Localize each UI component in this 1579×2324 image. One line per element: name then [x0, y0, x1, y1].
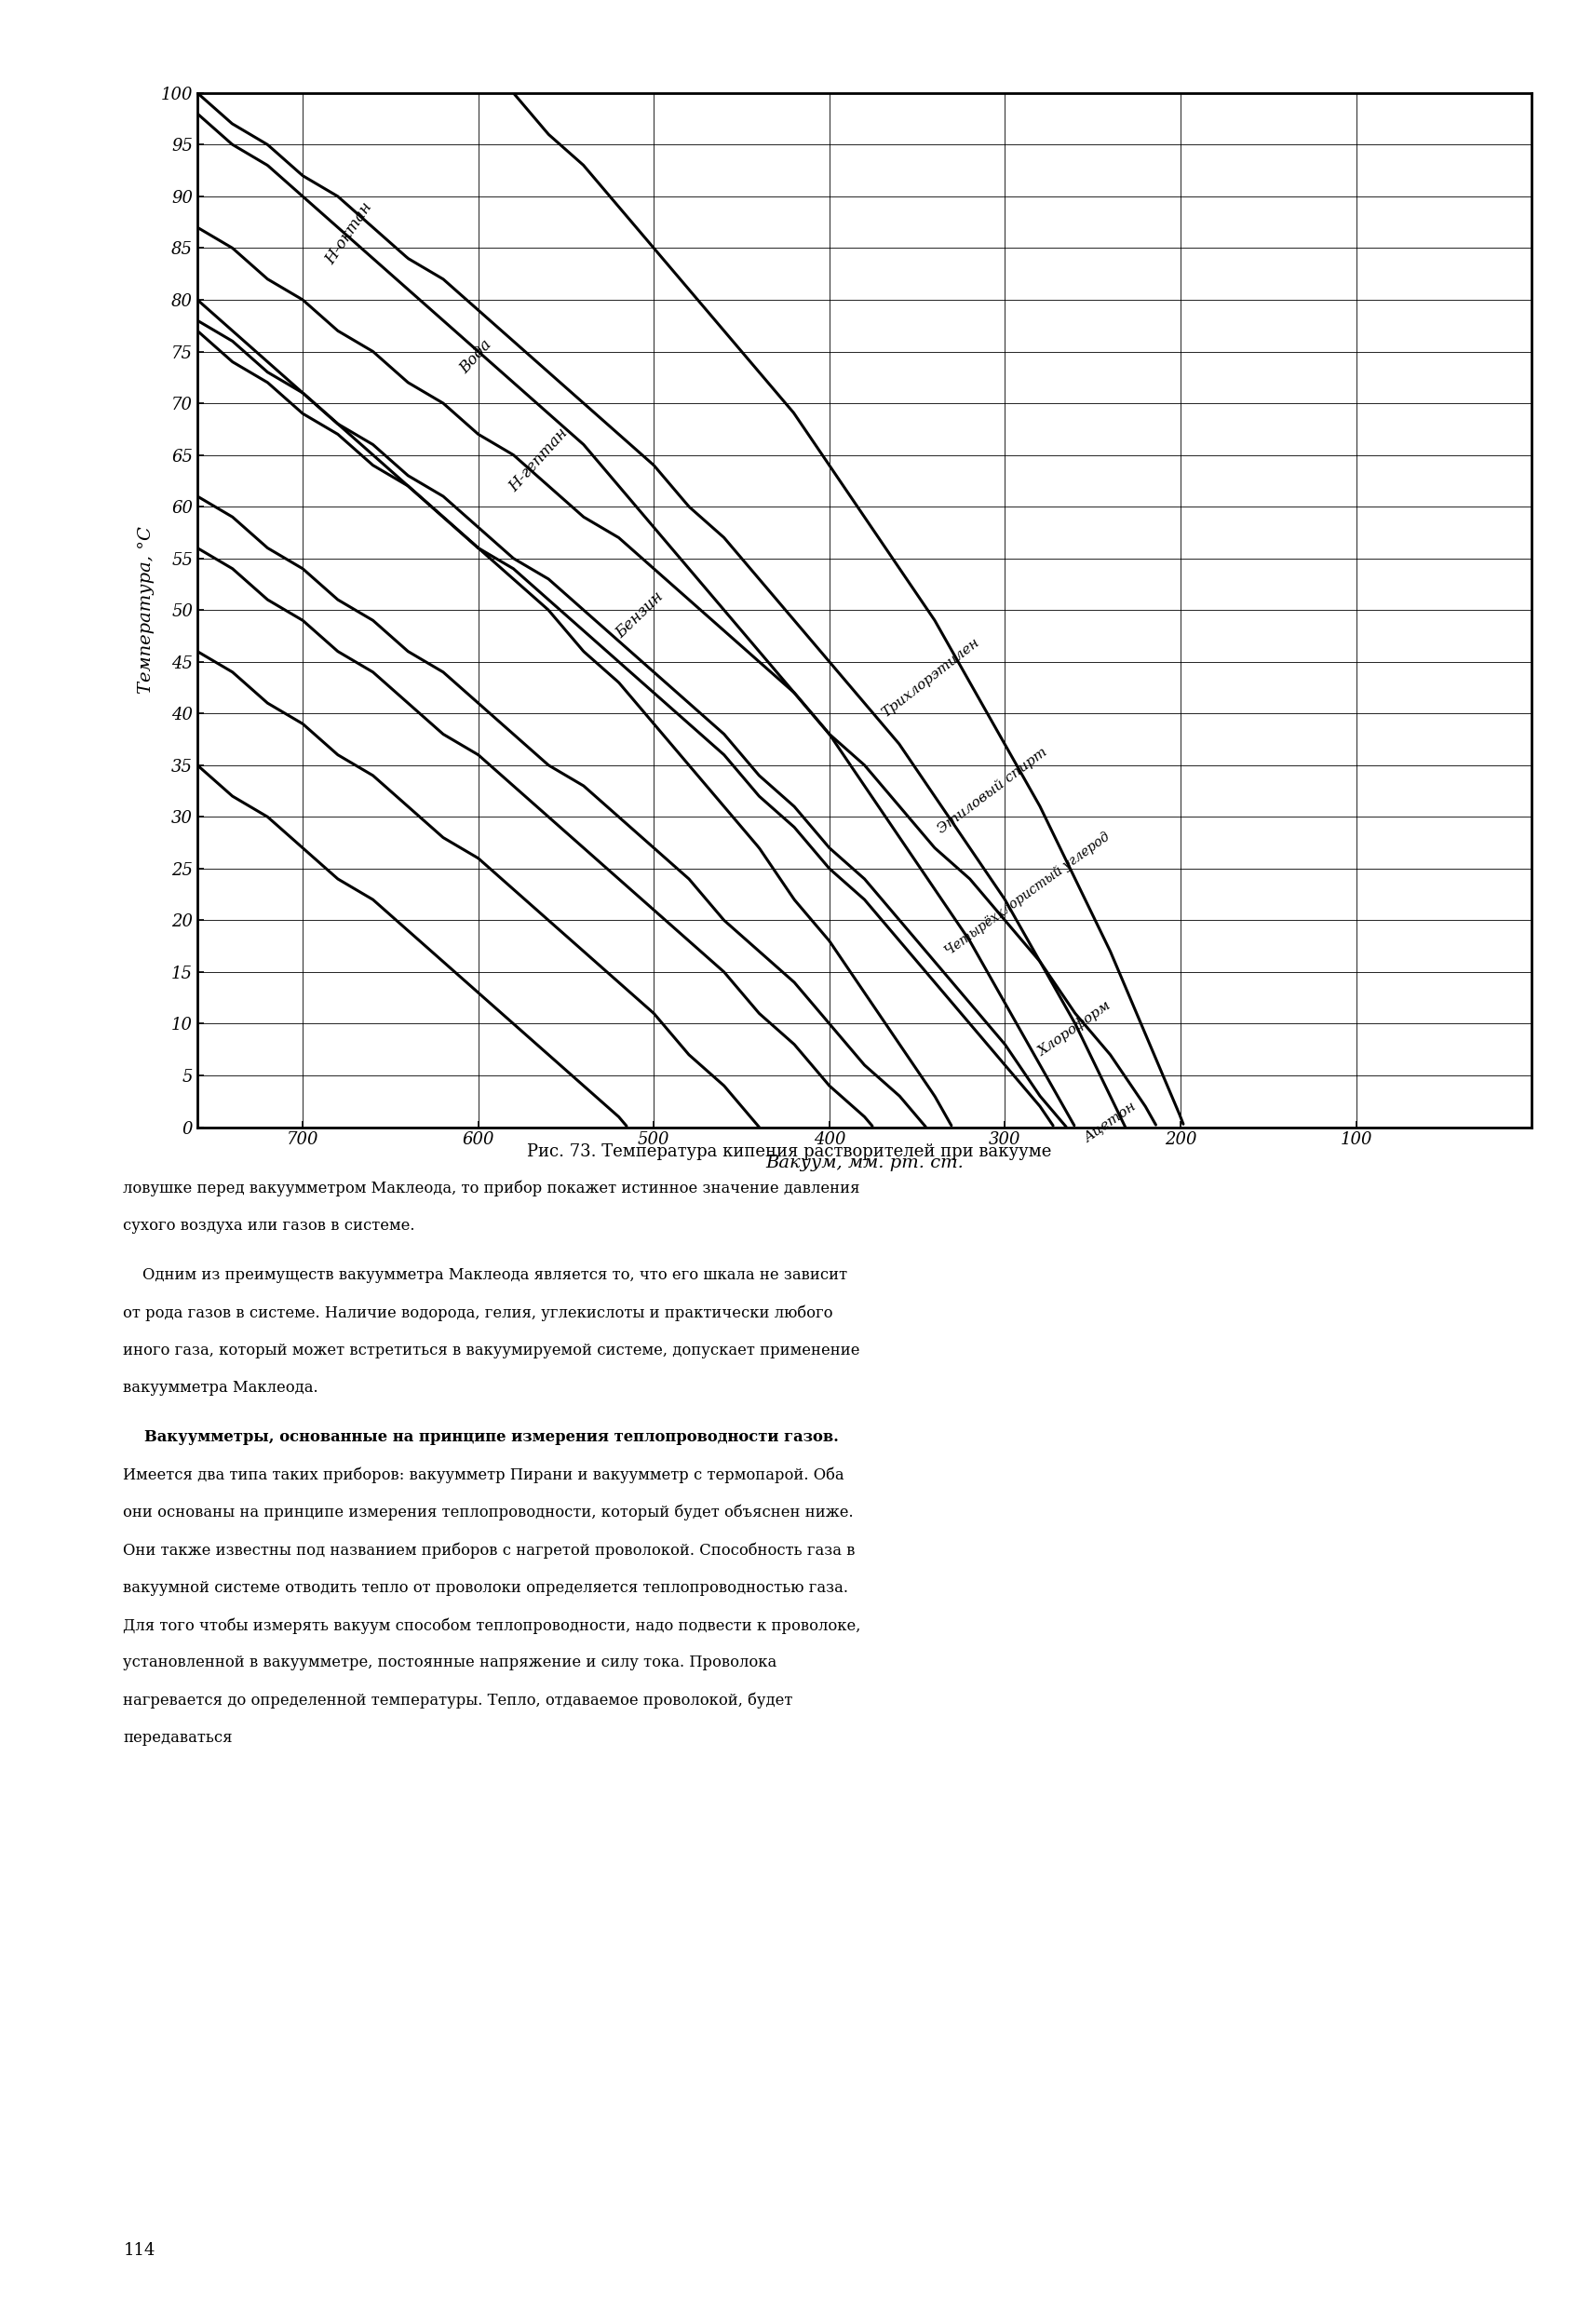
Text: Имеется два типа таких приборов: вакуумметр Пирани и вакуумметр с термопарой. Об: Имеется два типа таких приборов: вакуумм…	[123, 1466, 845, 1483]
Text: Н-октан: Н-октан	[322, 200, 376, 267]
Text: ловушке перед вакуумметром Маклеода, то прибор покажет истинное значение давлени: ловушке перед вакуумметром Маклеода, то …	[123, 1181, 861, 1197]
Text: передаваться: передаваться	[123, 1731, 232, 1745]
Text: Этиловый спирт: Этиловый спирт	[935, 746, 1050, 837]
Text: Четырёххлористый углерод: Четырёххлористый углерод	[943, 830, 1112, 957]
Text: Бензин: Бензин	[613, 588, 666, 641]
Text: Одним из преимуществ вакуумметра Маклеода является то, что его шкала не зависит: Одним из преимуществ вакуумметра Маклеод…	[123, 1267, 848, 1283]
Text: Ацетон: Ацетон	[1082, 1099, 1138, 1143]
Text: сухого воздуха или газов в системе.: сухого воздуха или газов в системе.	[123, 1218, 415, 1234]
Text: Вода: Вода	[456, 337, 496, 376]
Text: иного газа, который может встретиться в вакуумируемой системе, допускает примене: иного газа, который может встретиться в …	[123, 1343, 861, 1357]
Y-axis label: Температура, °С: Температура, °С	[137, 525, 155, 695]
Text: от рода газов в системе. Наличие водорода, гелия, углекислоты и практически любо: от рода газов в системе. Наличие водород…	[123, 1304, 834, 1320]
Text: Н-гептан: Н-гептан	[507, 425, 572, 495]
Text: Трихлорэтилен: Трихлорэтилен	[880, 634, 982, 720]
X-axis label: Вакуум, мм. рт. ст.: Вакуум, мм. рт. ст.	[766, 1155, 963, 1171]
Text: Хлороформ: Хлороформ	[1036, 997, 1113, 1060]
Text: Для того чтобы измерять вакуум способом теплопроводности, надо подвести к провол: Для того чтобы измерять вакуум способом …	[123, 1618, 861, 1634]
Text: они основаны на принципе измерения теплопроводности, который будет объяснен ниже: они основаны на принципе измерения тепло…	[123, 1504, 854, 1520]
Text: нагревается до определенной температуры. Тепло, отдаваемое проволокой, будет: нагревается до определенной температуры.…	[123, 1692, 793, 1708]
Text: установленной в вакуумметре, постоянные напряжение и силу тока. Проволока: установленной в вакуумметре, постоянные …	[123, 1655, 777, 1671]
Text: вакуумметра Маклеода.: вакуумметра Маклеода.	[123, 1380, 319, 1397]
Text: Вакуумметры, основанные на принципе измерения теплопроводности газов.: Вакуумметры, основанные на принципе изме…	[123, 1429, 838, 1446]
Text: вакуумной системе отводить тепло от проволоки определяется теплопроводностью газ: вакуумной системе отводить тепло от пров…	[123, 1580, 848, 1597]
Text: 114: 114	[123, 2243, 155, 2259]
Text: Они также известны под названием приборов с нагретой проволокой. Способность газ: Они также известны под названием приборо…	[123, 1543, 856, 1559]
Text: Рис. 73. Температура кипения растворителей при вакууме: Рис. 73. Температура кипения растворител…	[527, 1143, 1052, 1160]
